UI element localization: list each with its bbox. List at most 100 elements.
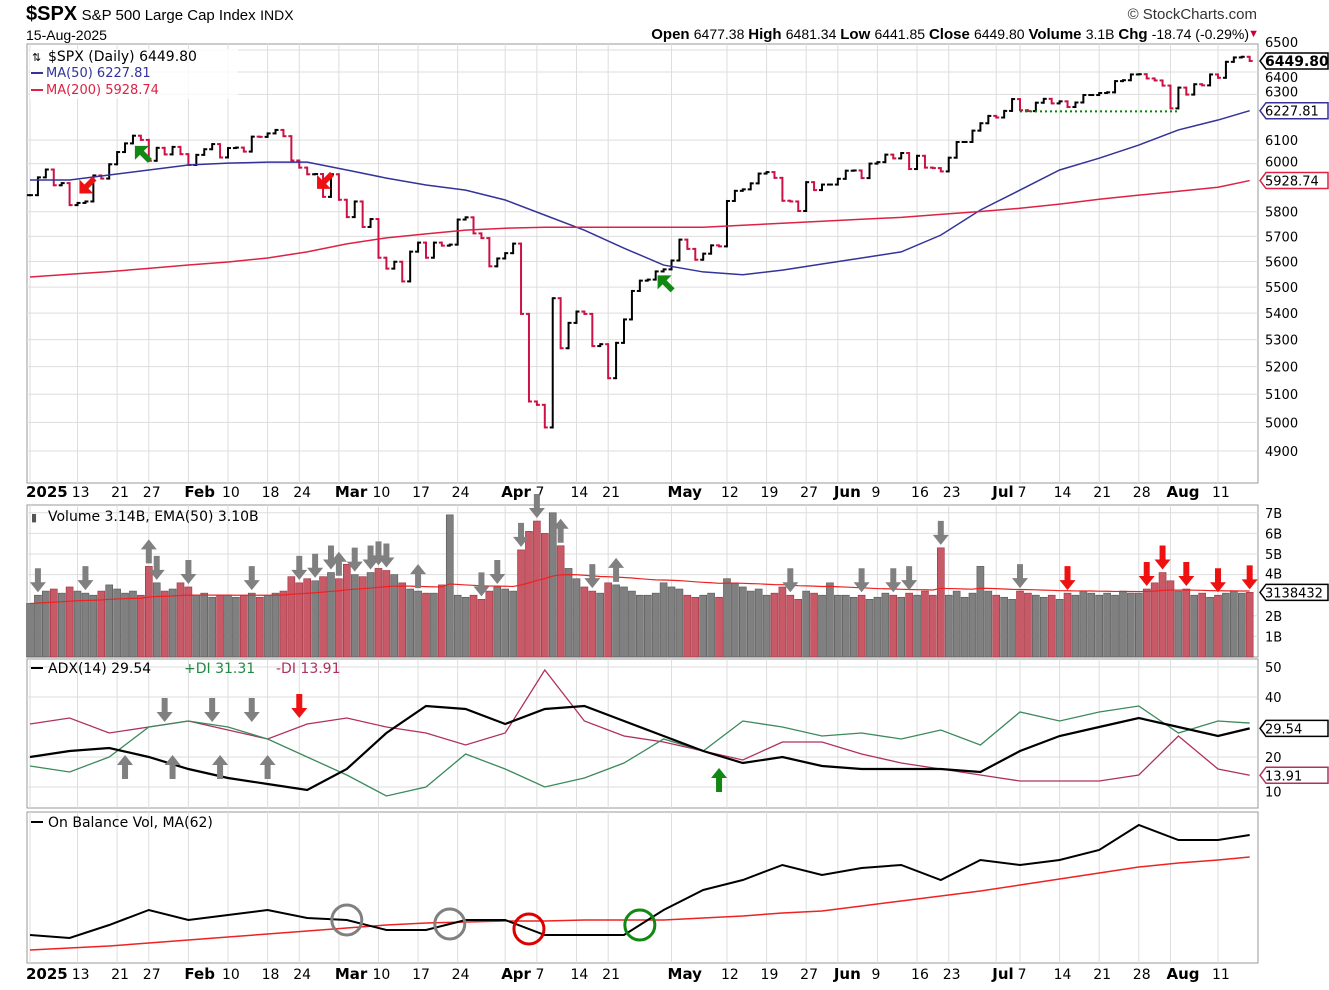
- ohlc-value: 6477.38: [693, 26, 749, 42]
- panel-frame: [26, 43, 1259, 484]
- volume-bar: [145, 566, 153, 658]
- volume-bar: [335, 578, 343, 658]
- ma200-tag-frame: [1259, 171, 1329, 190]
- exchange: INDX: [260, 7, 294, 23]
- arrow-down-icon: [853, 568, 870, 593]
- ohlc-icon: ⇅: [32, 51, 41, 64]
- x-tick-label: 14: [570, 485, 588, 501]
- volume-bar: [636, 594, 644, 658]
- x-tick-label: 7: [536, 485, 545, 501]
- ma50-tag: 6227.81: [1265, 105, 1319, 120]
- volume-bar: [1198, 592, 1206, 658]
- price-tick-label: 5300: [1265, 334, 1298, 349]
- arrow-down-icon: [291, 694, 308, 718]
- price-tick-label: 5600: [1265, 256, 1298, 271]
- volume-bar: [295, 582, 304, 658]
- x-tick-label: 19: [761, 485, 779, 501]
- x-tick-label: 19: [761, 967, 779, 983]
- symbol: $SPX: [26, 3, 78, 25]
- x-tick-label: 21: [602, 485, 620, 501]
- volume-bar: [406, 588, 414, 658]
- volume-bar: [113, 588, 121, 658]
- arrow-up-icon: [330, 551, 347, 576]
- volume-bar: [643, 594, 652, 658]
- volume-bar: [564, 568, 573, 658]
- volume-bar: [1158, 572, 1167, 658]
- volume-bar: [358, 576, 367, 658]
- volume-bar: [699, 594, 708, 658]
- arrow-down-icon: [513, 522, 530, 547]
- x-tick-label: 7: [1018, 967, 1027, 983]
- volume-bar: [517, 549, 525, 658]
- obv-ma-line: [29, 856, 1250, 951]
- x-tick-label: 9: [871, 485, 880, 501]
- x-tick-label: 21: [111, 485, 129, 501]
- volume-bar: [905, 592, 913, 658]
- arrow-down-icon: [307, 553, 324, 578]
- volume-bar: [1071, 594, 1080, 658]
- volume-bar: [303, 578, 312, 658]
- x-tick-label: Aug: [1166, 965, 1199, 983]
- x-tick-label: 11: [1212, 485, 1230, 501]
- volume-bar: [865, 599, 874, 658]
- volume-bar: [873, 596, 882, 658]
- arrow-up-left-icon: [134, 145, 152, 163]
- x-tick-label: 10: [372, 967, 390, 983]
- volume-bar: [477, 599, 486, 658]
- price-tick-label: 5500: [1265, 281, 1298, 296]
- volume-bar: [944, 594, 953, 658]
- volume-bar: [129, 590, 137, 658]
- volume-bar: [707, 592, 715, 658]
- legend-adx: ADX(14) 29.54: [48, 661, 151, 677]
- volume-bar: [548, 512, 557, 658]
- volume-ema-line: [29, 573, 1250, 605]
- x-tick-label: 27: [800, 967, 818, 983]
- volume-bar: [841, 594, 850, 658]
- volume-bar: [1150, 582, 1159, 658]
- volume-bar: [1142, 588, 1151, 658]
- legend-minus-di: -DI 13.91: [276, 661, 341, 677]
- volume-bar: [1135, 592, 1143, 658]
- ohlc-label: High: [748, 26, 786, 43]
- legend-background: [30, 49, 238, 99]
- arrow-up-left-icon: [657, 275, 675, 293]
- x-tick-label: 13: [72, 485, 90, 501]
- arrow-down-icon: [156, 698, 173, 722]
- x-tick-label: 27: [143, 967, 161, 983]
- arrow-down-icon: [148, 555, 165, 580]
- arrow-down-icon: [1154, 545, 1171, 570]
- volume-bar: [327, 572, 335, 658]
- volume-tag: 3138432: [1265, 586, 1323, 601]
- x-tick-label: 14: [570, 967, 588, 983]
- volume-bar: [976, 566, 985, 658]
- ohlc-summary: Open 6477.38 High 6481.34 Low 6441.85 Cl…: [651, 26, 1249, 43]
- volume-bar: [929, 594, 937, 658]
- x-tick-label: May: [668, 483, 703, 501]
- legend-price: $SPX (Daily) 6449.80: [48, 49, 197, 65]
- x-tick-label: 21: [1093, 967, 1111, 983]
- volume-bar: [382, 570, 391, 658]
- x-tick-label: Mar: [335, 965, 368, 983]
- volume-bar: [849, 596, 858, 658]
- volume-bar: [731, 582, 739, 658]
- volume-bar: [1230, 590, 1238, 658]
- arrow-down-icon: [204, 698, 221, 722]
- x-tick-label: 2025: [26, 483, 68, 501]
- volume-bar: [533, 520, 541, 658]
- ohlc-value: 6441.85: [874, 26, 929, 42]
- x-tick-label: 23: [943, 485, 961, 501]
- ma200-line: [29, 179, 1250, 278]
- x-tick-label: Jun: [833, 965, 861, 983]
- volume-bar: [675, 588, 684, 658]
- x-tick-label: May: [668, 965, 703, 983]
- volume-bar: [659, 582, 668, 658]
- volume-bar: [612, 584, 620, 658]
- volume-bar: [715, 596, 723, 658]
- arrow-up-icon: [608, 557, 625, 582]
- volume-bar: [366, 572, 375, 658]
- volume-tick-label: 2B: [1265, 610, 1282, 625]
- volume-bars-icon: ▮: [31, 511, 37, 524]
- volume-bar: [1182, 588, 1191, 658]
- volume-bar: [42, 590, 50, 658]
